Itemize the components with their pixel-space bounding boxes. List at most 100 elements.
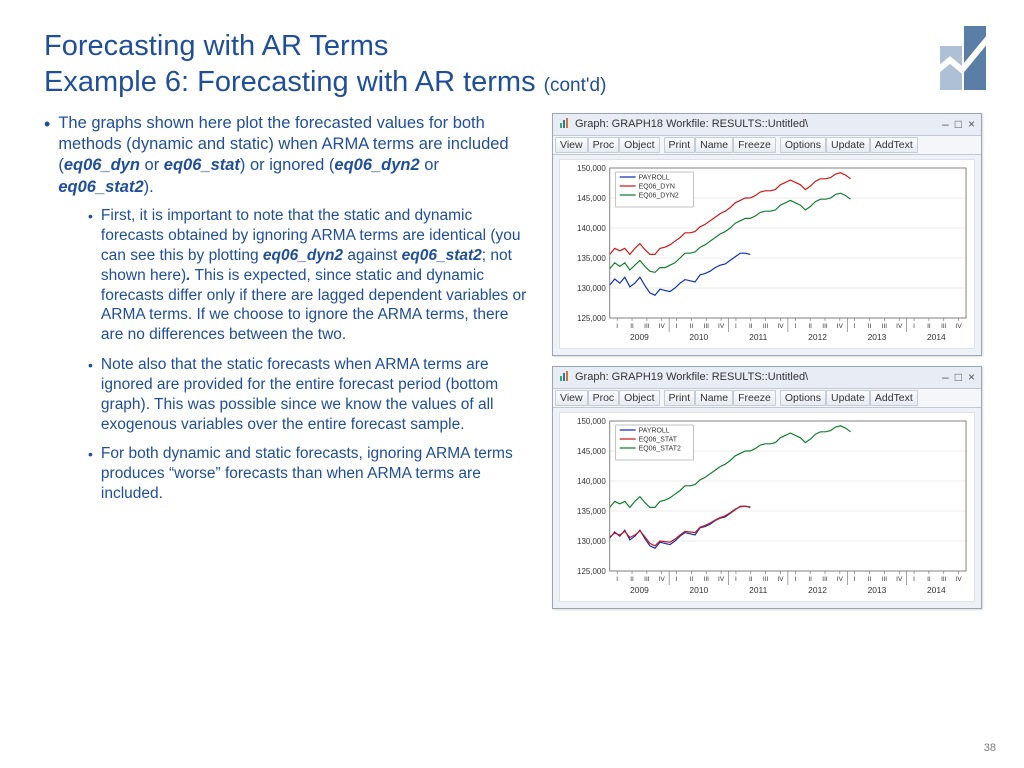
svg-text:II: II: [630, 322, 634, 329]
svg-text:125,000: 125,000: [577, 313, 606, 322]
toolbar-name-button[interactable]: Name: [695, 390, 733, 406]
toolbar-proc-button[interactable]: Proc: [588, 137, 620, 153]
minimize-icon[interactable]: –: [942, 117, 949, 131]
graph-toolbar: ViewProcObject PrintNameFreezeOptionsUpda…: [553, 136, 981, 155]
svg-text:I: I: [794, 575, 796, 582]
svg-text:2010: 2010: [689, 331, 708, 341]
svg-text:I: I: [854, 322, 856, 329]
maximize-icon[interactable]: □: [955, 117, 962, 131]
svg-text:140,000: 140,000: [577, 476, 606, 485]
svg-text:EQ06_DYN: EQ06_DYN: [639, 183, 675, 190]
svg-text:IV: IV: [777, 322, 784, 329]
bullet-dot: •: [44, 115, 50, 133]
svg-text:III: III: [822, 322, 828, 329]
toolbar-update-button[interactable]: Update: [826, 137, 870, 153]
svg-text:II: II: [927, 322, 931, 329]
close-icon[interactable]: ×: [968, 370, 975, 384]
svg-text:2012: 2012: [808, 584, 827, 594]
bullet-dot: •: [88, 357, 93, 373]
svg-text:PAYROLL: PAYROLL: [639, 427, 670, 434]
page-number: 38: [984, 742, 996, 754]
svg-text:III: III: [941, 575, 947, 582]
svg-text:II: II: [690, 575, 694, 582]
svg-text:III: III: [644, 575, 650, 582]
chart-canvas-1: 125,000130,000135,000140,000145,000150,0…: [559, 159, 975, 349]
toolbar-addtext-button[interactable]: AddText: [870, 137, 918, 153]
svg-text:IV: IV: [956, 575, 963, 582]
svg-text:III: III: [704, 322, 710, 329]
window-title-text: Graph: GRAPH19 Workfile: RESULTS::Untitl…: [575, 371, 808, 383]
sub-bullet-2: • Note also that the static forecasts wh…: [88, 355, 534, 434]
svg-text:EQ06_DYN2: EQ06_DYN2: [639, 192, 679, 199]
toolbar-print-button[interactable]: Print: [664, 390, 696, 406]
main-bullet: • The graphs shown here plot the forecas…: [44, 113, 534, 199]
close-icon[interactable]: ×: [968, 117, 975, 131]
title-line2: Example 6: Forecasting with AR terms: [44, 66, 536, 98]
svg-text:145,000: 145,000: [577, 193, 606, 202]
title-line1: Forecasting with AR Terms: [44, 30, 388, 62]
sub-bullet-3-text: For both dynamic and static forecasts, i…: [101, 444, 534, 503]
svg-text:II: II: [690, 322, 694, 329]
svg-text:I: I: [676, 322, 678, 329]
sub-bullet-1: • First, it is important to note that th…: [88, 206, 534, 345]
svg-text:2014: 2014: [927, 584, 946, 594]
svg-text:III: III: [822, 575, 828, 582]
minimize-icon[interactable]: –: [942, 370, 949, 384]
toolbar-freeze-button[interactable]: Freeze: [733, 390, 776, 406]
svg-text:II: II: [808, 575, 812, 582]
svg-text:I: I: [616, 575, 618, 582]
toolbar-addtext-button[interactable]: AddText: [870, 390, 918, 406]
svg-text:II: II: [630, 575, 634, 582]
toolbar-options-button[interactable]: Options: [780, 137, 826, 153]
svg-text:II: II: [808, 322, 812, 329]
toolbar-options-button[interactable]: Options: [780, 390, 826, 406]
svg-text:III: III: [763, 322, 769, 329]
svg-text:IV: IV: [718, 322, 725, 329]
toolbar-view-button[interactable]: View: [555, 390, 588, 406]
toolbar-update-button[interactable]: Update: [826, 390, 870, 406]
svg-text:135,000: 135,000: [577, 506, 606, 515]
svg-text:III: III: [704, 575, 710, 582]
toolbar-name-button[interactable]: Name: [695, 137, 733, 153]
toolbar-view-button[interactable]: View: [555, 137, 588, 153]
graph-window-1: Graph: GRAPH18 Workfile: RESULTS::Untitl…: [552, 113, 982, 356]
toolbar-print-button[interactable]: Print: [664, 137, 696, 153]
svg-text:III: III: [644, 322, 650, 329]
slide: Forecasting with AR Terms Example 6: For…: [0, 0, 1024, 768]
svg-text:135,000: 135,000: [577, 253, 606, 262]
svg-text:IV: IV: [896, 322, 903, 329]
svg-text:2013: 2013: [868, 331, 887, 341]
svg-text:2010: 2010: [689, 584, 708, 594]
sub-bullet-1-text: First, it is important to note that the …: [101, 206, 534, 345]
svg-text:2011: 2011: [749, 584, 767, 594]
svg-text:2014: 2014: [927, 331, 946, 341]
svg-text:IV: IV: [896, 575, 903, 582]
svg-text:I: I: [735, 575, 737, 582]
svg-text:IV: IV: [718, 575, 725, 582]
svg-text:2011: 2011: [749, 331, 767, 341]
maximize-icon[interactable]: □: [955, 370, 962, 384]
svg-text:140,000: 140,000: [577, 223, 606, 232]
svg-text:III: III: [882, 575, 888, 582]
svg-text:II: II: [868, 575, 872, 582]
svg-text:IV: IV: [659, 575, 666, 582]
svg-text:IV: IV: [837, 575, 844, 582]
sub-bullet-2-text: Note also that the static forecasts when…: [101, 355, 534, 434]
toolbar-proc-button[interactable]: Proc: [588, 390, 620, 406]
bullet-dot: •: [88, 446, 93, 462]
sub-bullet-3: • For both dynamic and static forecasts,…: [88, 444, 534, 503]
svg-text:2009: 2009: [630, 331, 649, 341]
toolbar-freeze-button[interactable]: Freeze: [733, 137, 776, 153]
svg-text:I: I: [794, 322, 796, 329]
svg-text:125,000: 125,000: [577, 566, 606, 575]
text-column: • The graphs shown here plot the forecas…: [44, 113, 534, 619]
svg-text:IV: IV: [837, 322, 844, 329]
toolbar-object-button[interactable]: Object: [619, 137, 659, 153]
svg-text:IV: IV: [659, 322, 666, 329]
svg-text:I: I: [616, 322, 618, 329]
window-title-text: Graph: GRAPH18 Workfile: RESULTS::Untitl…: [575, 118, 808, 130]
graph-window-2: Graph: GRAPH19 Workfile: RESULTS::Untitl…: [552, 366, 982, 609]
svg-text:145,000: 145,000: [577, 446, 606, 455]
toolbar-object-button[interactable]: Object: [619, 390, 659, 406]
graph-icon: [559, 117, 571, 132]
